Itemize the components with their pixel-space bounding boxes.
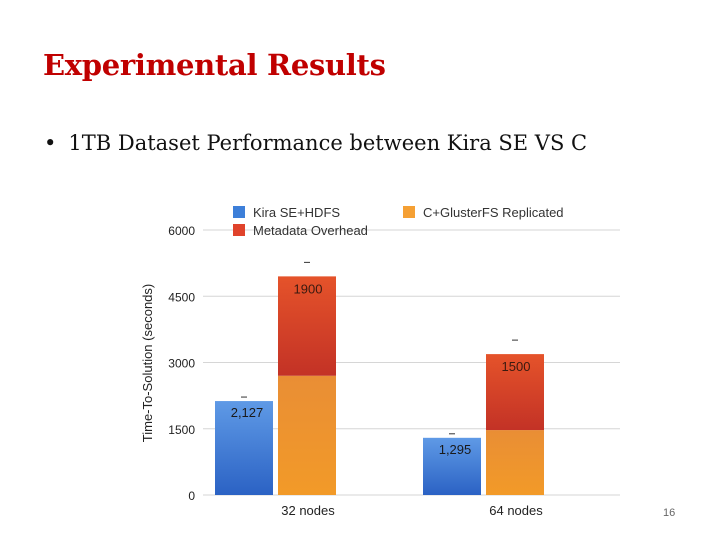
labels-layer: 0 1500 3000 4500 6000 2,127 1900 32 nodes 1,295 1… xyxy=(168,224,543,518)
bar-kira-se-hdfs xyxy=(423,437,481,495)
y-axis-label: Time-To-Solution (seconds) xyxy=(140,284,155,442)
bullet-text: 1TB Dataset Performance between Kira SE … xyxy=(68,131,588,155)
bar-gluster-replicated xyxy=(278,375,336,495)
x-category-label: 64 nodes xyxy=(489,503,543,518)
legend-label: Kira SE+HDFS xyxy=(253,205,340,220)
bullet-icon: • xyxy=(44,131,57,155)
bullet-text-row: • 1TB Dataset Performance between Kira SE… xyxy=(44,131,587,155)
bar-kira-se-hdfs xyxy=(215,401,273,495)
y-tick-label: 1500 xyxy=(168,423,195,437)
legend: Kira SE+HDFS C+GlusterFS Replicated Metada… xyxy=(233,205,564,238)
bar-metadata-overhead xyxy=(278,276,336,376)
y-tick-label: 6000 xyxy=(168,224,195,238)
legend-swatch xyxy=(233,224,245,236)
legend-swatch xyxy=(233,206,245,218)
legend-label: Metadata Overhead xyxy=(253,223,368,238)
legend-swatch xyxy=(403,206,415,218)
bar-gluster-replicated xyxy=(486,430,544,495)
x-category-label: 32 nodes xyxy=(281,503,335,518)
y-tick-label: 3000 xyxy=(168,357,195,371)
y-tick-label: 4500 xyxy=(168,290,195,304)
bars-layer xyxy=(215,261,544,495)
data-label-kira: 2,127 xyxy=(231,405,264,420)
bar-metadata-overhead xyxy=(486,354,544,431)
legend-label: C+GlusterFS Replicated xyxy=(423,205,564,220)
slide-title: Experimental Results xyxy=(43,48,386,82)
data-label-kira: 1,295 xyxy=(439,442,472,457)
y-tick-label: 0 xyxy=(188,489,195,503)
data-label-metadata: 1900 xyxy=(294,281,323,296)
data-label-metadata: 1500 xyxy=(502,359,531,374)
page-number: 16 xyxy=(663,507,676,519)
